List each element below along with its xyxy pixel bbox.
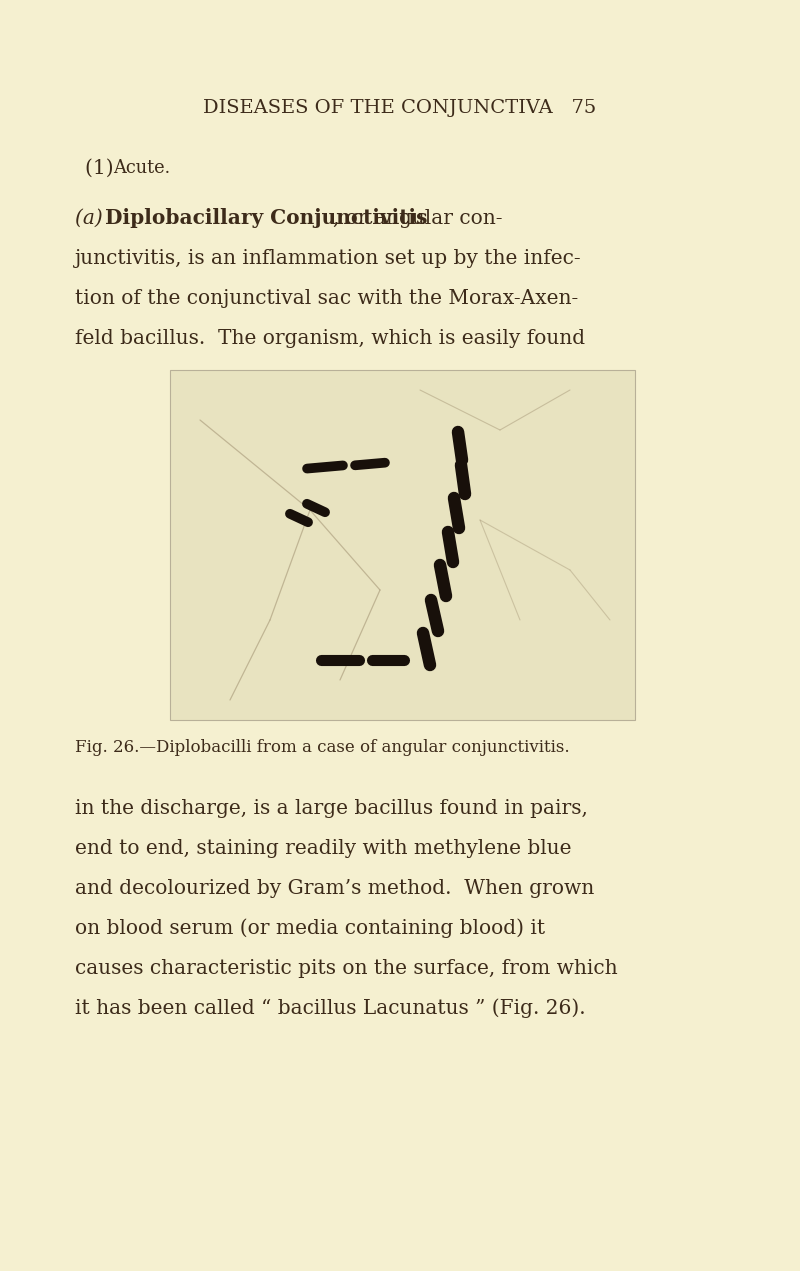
Text: Fig. 26.—Diplobacilli from a case of angular conjunctivitis.: Fig. 26.—Diplobacilli from a case of ang…: [75, 740, 570, 756]
Text: (1): (1): [85, 159, 120, 178]
Text: tion of the conjunctival sac with the Morax-Axen-: tion of the conjunctival sac with the Mo…: [75, 289, 578, 308]
Text: in the discharge, is a large bacillus found in pairs,: in the discharge, is a large bacillus fo…: [75, 798, 588, 817]
Text: it has been called “ bacillus Lacunatus ” (Fig. 26).: it has been called “ bacillus Lacunatus …: [75, 998, 586, 1018]
Text: , or angular con-: , or angular con-: [333, 208, 502, 228]
Text: on blood serum (or media containing blood) it: on blood serum (or media containing bloo…: [75, 918, 545, 938]
Text: junctivitis, is an inflammation set up by the infec-: junctivitis, is an inflammation set up b…: [75, 249, 582, 267]
Text: DISEASES OF THE CONJUNCTIVA   75: DISEASES OF THE CONJUNCTIVA 75: [203, 99, 597, 117]
Text: feld bacillus.  The organism, which is easily found: feld bacillus. The organism, which is ea…: [75, 328, 585, 347]
Bar: [170, 370, 635, 719]
Text: causes characteristic pits on the surface, from which: causes characteristic pits on the surfac…: [75, 958, 618, 977]
Text: end to end, staining readily with methylene blue: end to end, staining readily with methyl…: [75, 839, 571, 858]
Text: and decolourized by Gram’s method.  When grown: and decolourized by Gram’s method. When …: [75, 878, 594, 897]
Text: Acute.: Acute.: [113, 159, 170, 177]
Text: (a): (a): [75, 208, 109, 228]
Text: Diplobacillary Conjunctivitis: Diplobacillary Conjunctivitis: [105, 208, 427, 228]
